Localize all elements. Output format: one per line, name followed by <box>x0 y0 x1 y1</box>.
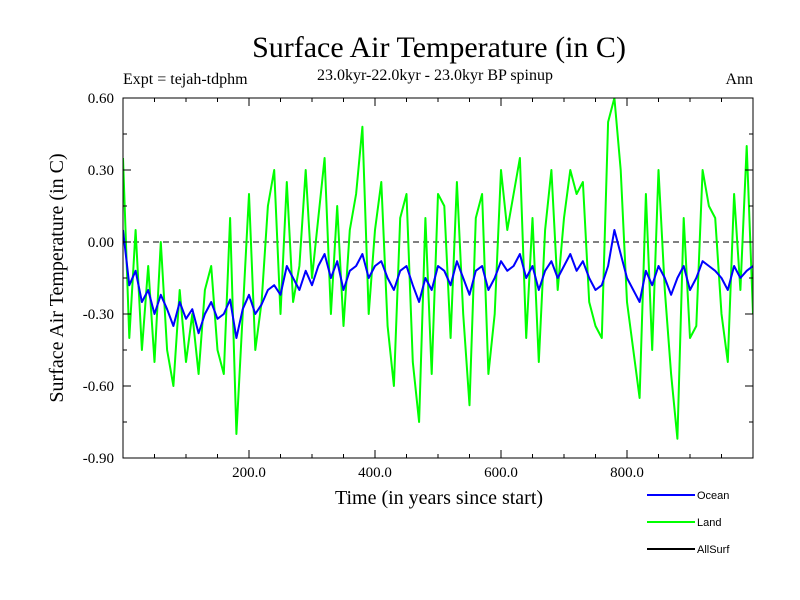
legend: Ocean Land AllSurf <box>647 490 730 556</box>
chart-subtitle-left: Expt = tejah-tdphm <box>123 71 248 88</box>
chart-title: Surface Air Temperature (in C) <box>252 31 626 64</box>
x-tick-label: 800.0 <box>610 465 644 481</box>
plot-area: 200.0 400.0 600.0 800.0 -0.90 -0.60 -0.30 0.00 0… <box>83 91 754 481</box>
chart-subtitle-center: 23.0kyr-22.0kyr - 23.0kyr BP spinup <box>317 67 553 84</box>
legend-label-land: Land <box>697 517 721 529</box>
y-axis-label: Surface Air Temperature (in C) <box>46 153 68 402</box>
y-tick-label: -0.90 <box>83 451 114 467</box>
y-tick-label: -0.60 <box>83 379 114 395</box>
legend-label-allsurf: AllSurf <box>697 544 730 556</box>
legend-label-ocean: Ocean <box>697 490 729 502</box>
y-tick-label: 0.30 <box>88 163 114 179</box>
axis-ticks: 200.0 400.0 600.0 800.0 -0.90 -0.60 -0.30 0.00 0… <box>83 91 753 481</box>
series-group <box>123 98 753 440</box>
x-tick-label: 200.0 <box>232 465 266 481</box>
x-tick-label: 600.0 <box>484 465 518 481</box>
x-tick-label: 400.0 <box>358 465 392 481</box>
y-tick-label: -0.30 <box>83 307 114 323</box>
chart-subtitle-right: Ann <box>725 71 753 88</box>
series-line-land <box>123 98 753 440</box>
series-line-ocean <box>123 229 753 339</box>
x-axis-label: Time (in years since start) <box>335 487 543 509</box>
y-tick-label: 0.00 <box>88 235 114 251</box>
plot-frame <box>122 97 754 459</box>
y-tick-label: 0.60 <box>88 91 114 107</box>
